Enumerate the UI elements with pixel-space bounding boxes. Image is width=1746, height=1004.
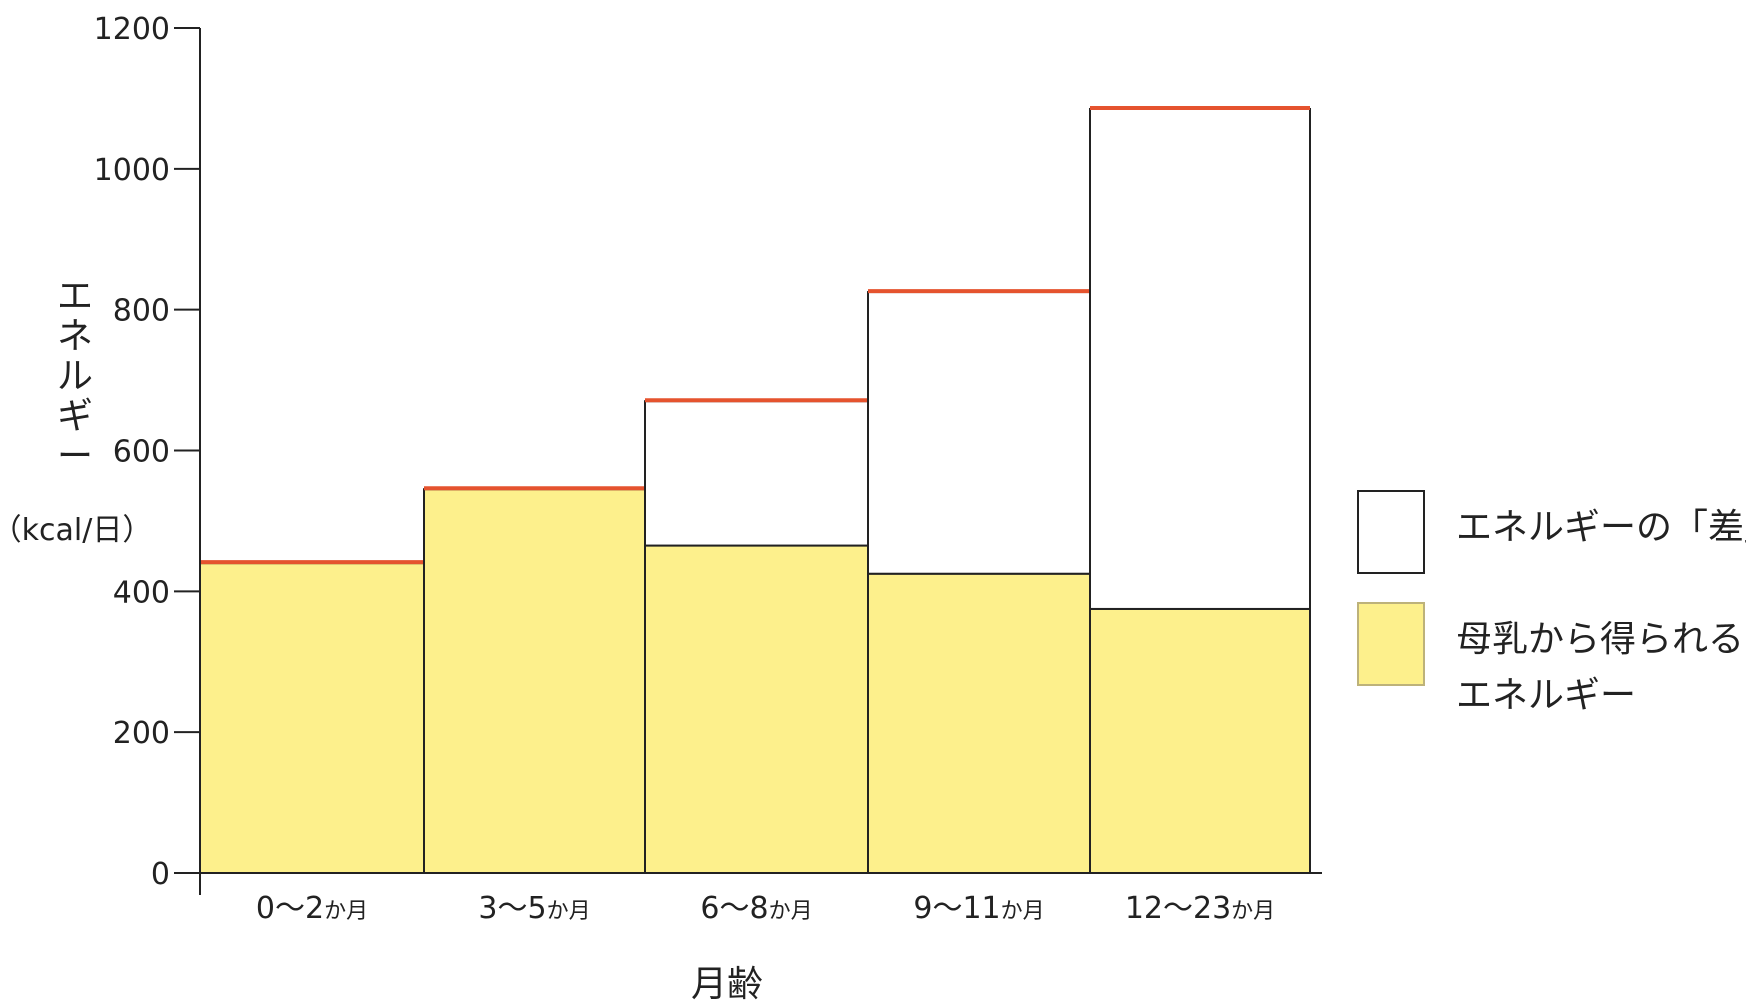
bar-segment-breast-milk-4 xyxy=(1089,607,1311,874)
y-tick-label: 0 xyxy=(151,857,170,892)
legend-label: エネルギーの「差」 xyxy=(1456,507,1746,548)
legend-swatch-0 xyxy=(1357,490,1425,574)
axes-group: 0～2か月 3～5か月 6～8か月 9～11か月 12～23か月 0 200 400 600 80… xyxy=(0,12,1322,1004)
bar-segment-breast-milk-0 xyxy=(199,562,425,875)
y-tick-label: 800 xyxy=(113,294,170,329)
x-tick-label: 6～8か月 xyxy=(700,891,812,926)
bars-group xyxy=(199,105,1311,875)
x-axis-title: 月齢 xyxy=(691,964,763,1004)
x-tick-label: 0～2か月 xyxy=(256,891,368,926)
y-tick-label: 1000 xyxy=(94,153,170,188)
bar-segment-difference-2 xyxy=(644,400,869,547)
y-tick-label: 200 xyxy=(113,716,170,751)
bar-segment-difference-4 xyxy=(1089,107,1311,610)
y-axis-title: エネルギー xyxy=(57,276,93,477)
y-tick-label: 400 xyxy=(113,575,170,610)
y-axis-unit: （kcal/日） xyxy=(0,513,152,548)
y-tick-label: 600 xyxy=(113,435,170,470)
x-tick-label: 12～23か月 xyxy=(1125,891,1275,926)
y-tick-label: 1200 xyxy=(94,12,170,47)
bar-segment-breast-milk-1 xyxy=(423,488,646,874)
bar-segment-breast-milk-2 xyxy=(644,544,869,874)
bar-segment-breast-milk-3 xyxy=(867,572,1091,875)
legend-label: エネルギー xyxy=(1456,675,1636,716)
x-tick-label: 3～5か月 xyxy=(478,891,590,926)
legend-label: 母乳から得られる xyxy=(1456,619,1744,660)
legend-swatch-1 xyxy=(1357,602,1425,686)
x-tick-label: 9～11か月 xyxy=(913,891,1044,926)
bar-segment-difference-3 xyxy=(867,291,1091,575)
